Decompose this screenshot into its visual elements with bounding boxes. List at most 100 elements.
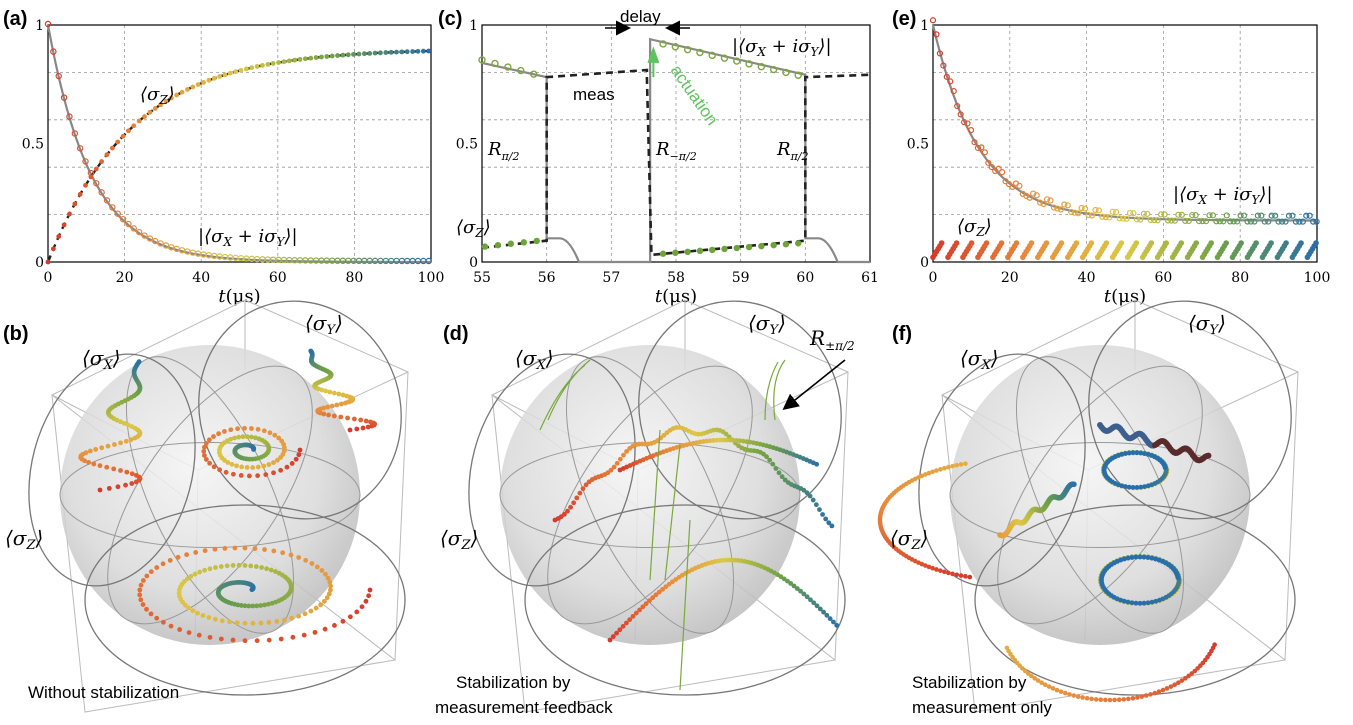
trajectory-dot	[824, 612, 830, 618]
trajectory-dot	[810, 497, 816, 503]
trajectory-dot	[97, 487, 103, 493]
trajectory-dot	[1039, 680, 1044, 685]
trajectory-dot	[254, 638, 260, 644]
data-point-sz	[795, 240, 802, 247]
data-point-sz	[351, 51, 357, 57]
data-point-sxy	[1209, 212, 1217, 219]
trajectory-dot	[195, 610, 200, 616]
data-point-sz	[265, 61, 271, 67]
bloch-b-sy: ⟨σY⟩	[305, 311, 343, 338]
data-point-sxy	[659, 40, 667, 48]
trajectory-dot	[767, 457, 773, 463]
trajectory-dot	[201, 444, 207, 450]
trajectory-dot	[222, 429, 227, 434]
data-point-sxy	[146, 235, 154, 242]
data-point-sxy	[1016, 182, 1023, 189]
trajectory-dot	[1130, 484, 1136, 490]
data-point-sxy	[1037, 199, 1044, 206]
trajectory-dot	[230, 563, 236, 568]
trajectory-dot	[571, 500, 577, 506]
data-point-sz	[104, 152, 110, 158]
data-point-sxy	[141, 232, 148, 239]
data-point-sz	[672, 249, 679, 256]
data-point-sxy	[125, 220, 132, 228]
data-point-sz	[356, 51, 362, 57]
trajectory-dot	[1137, 554, 1143, 560]
trajectory-dot	[365, 424, 371, 430]
data-point-sxy	[162, 242, 170, 249]
trajectory-dot	[249, 426, 254, 431]
data-point-sxy	[1154, 217, 1161, 224]
xtick-label: 20	[1001, 270, 1019, 286]
trajectory-dot	[309, 561, 315, 566]
data-point-sz	[190, 84, 196, 90]
trajectory-dot	[118, 440, 124, 446]
trajectory-dot	[261, 428, 267, 434]
data-point-sz	[968, 240, 975, 246]
trajectory-dot	[663, 584, 669, 590]
trajectory-dot	[360, 425, 366, 431]
trajectory-dot	[946, 570, 951, 576]
trajectory-dot	[323, 571, 328, 577]
data-point-sxy	[1030, 190, 1037, 197]
rpm-arrow	[782, 359, 846, 410]
data-point-sz	[61, 222, 67, 228]
data-point-sxy	[1268, 212, 1275, 219]
trajectory-dot	[717, 437, 723, 443]
projection-sz	[974, 504, 1296, 696]
data-point-sz	[302, 56, 308, 62]
trajectory-dot	[643, 601, 649, 607]
trajectory-dot	[218, 636, 224, 642]
trajectory-dot	[293, 456, 299, 462]
trajectory-dot	[1134, 485, 1140, 490]
label-e-sz: ⟨σZ⟩	[957, 216, 992, 239]
bloch-d-sz: ⟨σZ⟩	[440, 526, 478, 553]
projection-sy	[1088, 300, 1292, 520]
xtick-label: 60	[1154, 270, 1172, 286]
trajectory-dot	[308, 348, 314, 354]
data-point-sxy	[60, 94, 68, 101]
trajectory-dot	[240, 434, 246, 440]
trajectory-dot	[1121, 598, 1127, 604]
data-point-sxy	[981, 149, 988, 156]
trajectory-dot	[666, 581, 672, 587]
data-point-sxy	[1168, 217, 1175, 224]
actuation-marker	[647, 46, 660, 63]
xtick-label: 100	[418, 270, 445, 286]
trajectory-dot	[607, 637, 613, 643]
data-point-sxy	[1123, 215, 1130, 222]
trajectory-dot	[577, 490, 583, 496]
data-point-sxy	[1216, 218, 1223, 225]
data-point-sxy	[1095, 207, 1102, 214]
trajectory-dot	[266, 601, 271, 607]
series-sz-line	[481, 68, 871, 257]
data-point-sxy	[1234, 218, 1241, 225]
data-point-sz	[1073, 240, 1080, 246]
trajectory-dot	[201, 453, 207, 458]
trajectory-dot	[211, 434, 216, 439]
trajectory-dot	[568, 504, 573, 510]
data-point-sz	[185, 87, 190, 92]
plot-frame	[47, 24, 432, 263]
trajectory-dot	[1093, 697, 1099, 702]
trajectory-dot	[617, 627, 623, 633]
data-point-sxy	[1220, 218, 1227, 225]
trajectory-dot	[1189, 671, 1195, 676]
bloch-f-sy: ⟨σY⟩	[1188, 311, 1226, 338]
trajectory-dot	[720, 437, 726, 443]
trajectory-dot	[807, 493, 813, 499]
trajectory-dot	[1138, 450, 1144, 456]
ytick-label: 0	[35, 255, 44, 271]
data-point-sxy	[1251, 218, 1258, 225]
data-point-sz	[1298, 240, 1304, 246]
trajectory-dot	[301, 632, 307, 638]
trajectory-dot	[196, 632, 202, 638]
trajectory-dot	[312, 629, 318, 635]
trajectory-dot	[140, 602, 146, 607]
trajectory-dot	[124, 469, 130, 475]
caption-d-2: measurement feedback	[435, 698, 613, 717]
trajectory-dot	[111, 466, 117, 472]
trajectory-dot	[137, 592, 143, 598]
trajectory-dot	[262, 602, 268, 608]
